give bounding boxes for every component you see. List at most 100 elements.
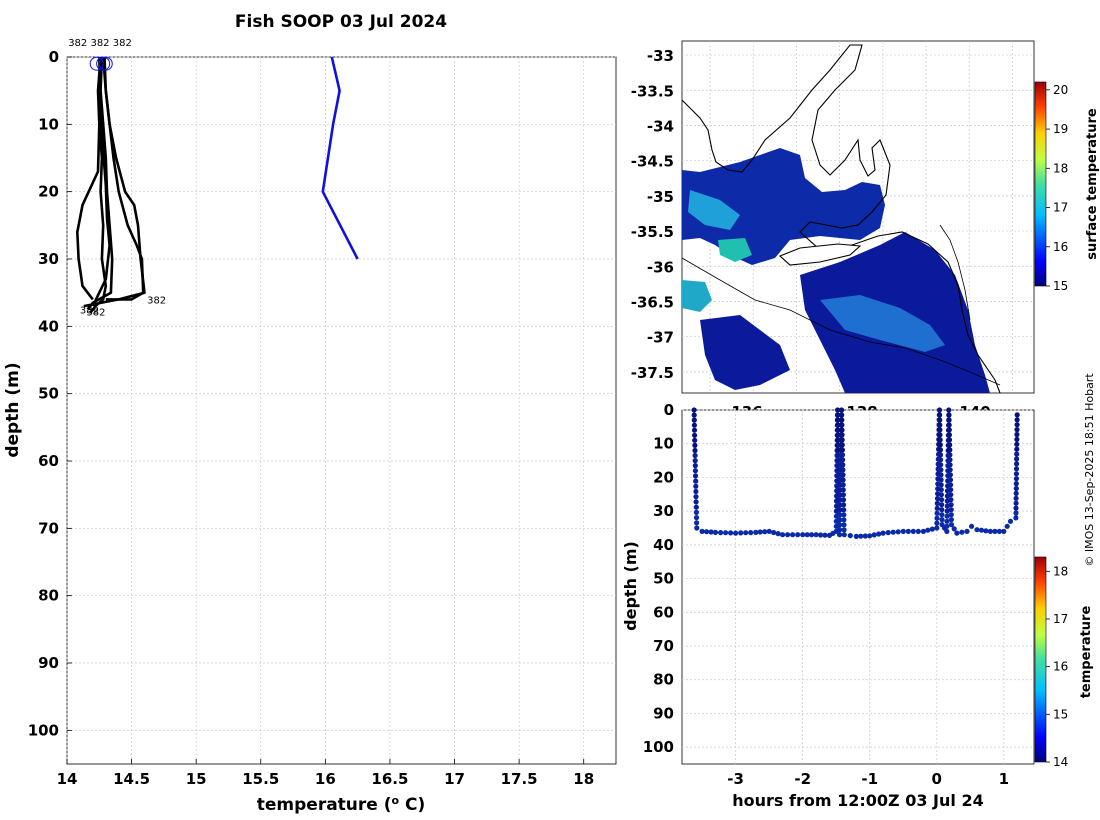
- profile-x-label: temperature (o C): [257, 794, 426, 816]
- section-point: [693, 504, 699, 510]
- section-point: [944, 523, 950, 529]
- section-point: [743, 530, 749, 536]
- section-point: [947, 467, 953, 473]
- section-colorbar-tick-label: 14: [1053, 755, 1068, 769]
- section-point: [718, 530, 724, 536]
- section-point: [835, 417, 841, 423]
- profile-plot-area: [66, 56, 617, 765]
- section-point: [837, 532, 843, 538]
- section-point: [837, 527, 843, 533]
- section-point: [839, 442, 845, 448]
- section-point: [946, 412, 952, 418]
- section-point: [862, 533, 868, 539]
- profile-markers: [89, 56, 113, 71]
- section-point: [920, 528, 927, 535]
- section-point: [839, 412, 845, 418]
- section-point: [946, 427, 952, 433]
- section-y-tick-label: 90: [653, 704, 674, 722]
- section-point: [839, 427, 845, 433]
- map-y-tick-label: -34.5: [631, 153, 674, 171]
- section-point: [938, 477, 944, 483]
- section-y-tick-label: 10: [653, 435, 674, 453]
- section-plot-area: [681, 409, 1035, 765]
- section-point: [939, 507, 945, 513]
- section-point: [728, 530, 734, 536]
- profile-y-tick-label: 40: [38, 317, 59, 335]
- section-point: [841, 532, 847, 538]
- section-point: [708, 529, 714, 535]
- section-point: [699, 528, 705, 535]
- section-point: [841, 522, 847, 528]
- map-y-tick-label: -33: [647, 47, 674, 65]
- profile-y-tick-label: 80: [38, 587, 59, 605]
- section-point: [938, 457, 944, 463]
- map-colorbar-tick-label: 18: [1053, 161, 1068, 175]
- section-x-tick-label: -1: [861, 770, 878, 788]
- map-sst-west: [700, 315, 790, 390]
- section-point: [835, 407, 841, 413]
- section-point: [1014, 422, 1020, 428]
- section-point: [946, 432, 953, 438]
- section-point: [693, 515, 700, 521]
- section-point: [757, 529, 763, 535]
- section-point: [939, 502, 945, 508]
- section-x-tick-label: 0: [932, 770, 942, 788]
- section-point: [839, 417, 845, 423]
- section-colorbar-tick-label: 18: [1053, 564, 1068, 578]
- map-colorbar: [1034, 81, 1047, 287]
- section-point: [934, 510, 940, 516]
- section-point: [895, 529, 901, 535]
- map-colorbar-ticks: 15 16 17 18 19 20: [1046, 83, 1068, 293]
- section-point: [839, 437, 845, 443]
- profile-y-tick-label: 60: [38, 452, 59, 470]
- section-point: [1013, 481, 1019, 487]
- section-point: [938, 462, 944, 468]
- section-point: [804, 532, 810, 538]
- section-point: [936, 407, 943, 413]
- map-y-tick-label: -34: [647, 117, 674, 135]
- section-point: [1001, 528, 1007, 535]
- map-y-ticks: -33 -33.5 -34 -34.5 -35 -35.5 -36 -36.5 -37 -37.5: [631, 47, 674, 382]
- section-point: [885, 530, 891, 536]
- section-point: [840, 467, 846, 473]
- section-point: [900, 528, 906, 535]
- section-point: [948, 497, 954, 503]
- section-point: [938, 492, 945, 498]
- section-point: [822, 532, 828, 538]
- section-point: [693, 499, 699, 505]
- section-point: [938, 482, 944, 488]
- section-point: [691, 417, 697, 423]
- section-point: [937, 412, 943, 418]
- section-y-tick-label: 100: [643, 738, 674, 756]
- profile-x-tick-label: 18: [573, 770, 594, 788]
- section-point: [712, 529, 719, 536]
- section-point: [691, 412, 697, 418]
- section-point: [853, 533, 859, 540]
- section-colorbar-tick-label: 16: [1053, 660, 1068, 674]
- map-sst-warm-coast: [682, 280, 712, 312]
- section-points: [691, 407, 1020, 540]
- section-y-tick-label: 60: [653, 603, 674, 621]
- map-colorbar-tick-label: 20: [1053, 83, 1068, 97]
- section-point: [1014, 417, 1020, 423]
- section-y-tick-label: 40: [653, 536, 674, 554]
- profile-y-tick-label: 30: [38, 250, 59, 268]
- section-point: [948, 512, 954, 518]
- section-point: [951, 526, 957, 532]
- section-point: [946, 417, 952, 423]
- section-point: [876, 531, 882, 537]
- section-point: [1013, 471, 1020, 477]
- section-point: [839, 432, 845, 438]
- section-point: [939, 512, 945, 518]
- section-point: [948, 517, 955, 523]
- section-point: [837, 507, 843, 513]
- section-point: [890, 529, 896, 535]
- section-x-ticks: -3 -2 -1 0 1: [727, 770, 1009, 788]
- section-point: [766, 528, 772, 535]
- section-point: [954, 530, 960, 536]
- figure-title: Fish SOOP 03 Jul 2024: [235, 12, 447, 32]
- profile-y-ticks: 0 10 20 30 40 50 60 70 80 90 100: [28, 48, 72, 739]
- section-y-tick-label: 20: [653, 468, 674, 486]
- section-point: [948, 492, 954, 498]
- section-x-label: hours from 12:00Z 03 Jul 24: [732, 791, 983, 810]
